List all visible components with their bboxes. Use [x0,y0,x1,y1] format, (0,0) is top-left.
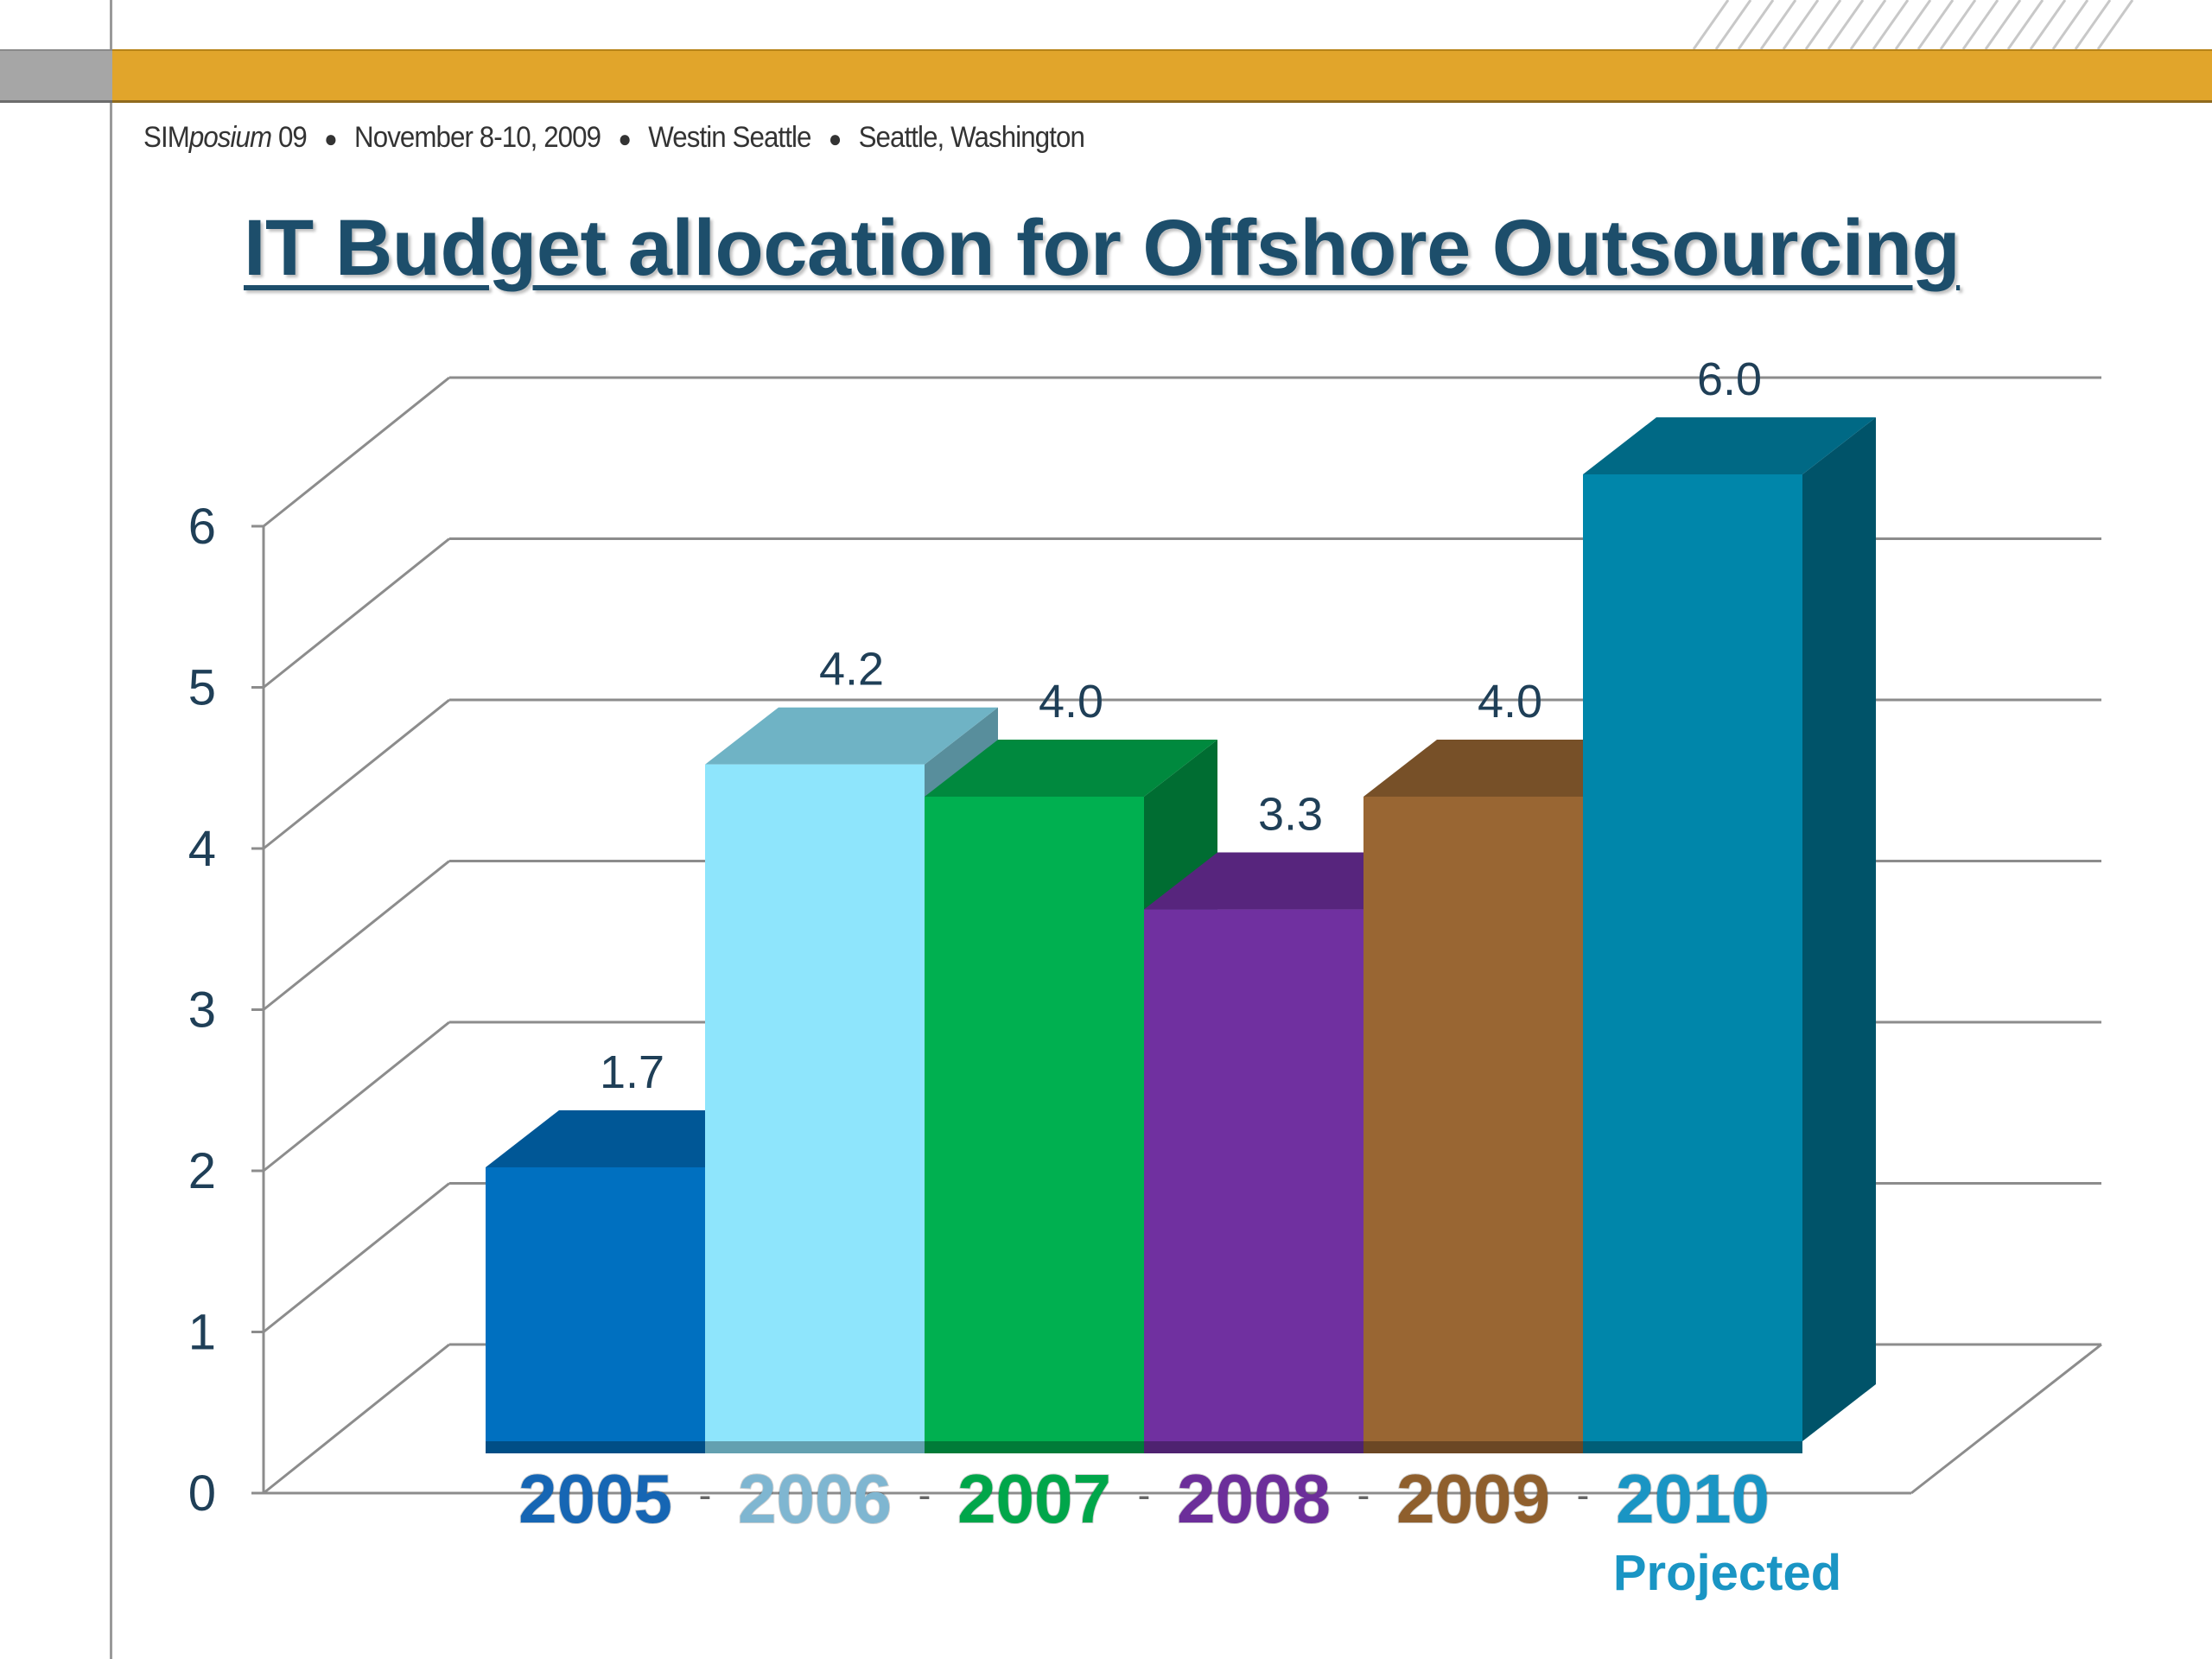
gridline-side [263,1343,450,1495]
data-label-2010: 6.0 [1697,353,1762,405]
y-tick-label: 6 [188,499,216,555]
category-separator: - [1357,1474,1370,1516]
data-label-2007: 4.0 [1039,676,1103,728]
category-label-2008: 2008 [1177,1460,1331,1537]
category-label-2009: 2009 [1396,1460,1550,1537]
data-label-2006: 4.2 [819,644,884,696]
bar-foot [925,1441,1144,1453]
gridline-side [263,376,450,528]
bar-front [925,797,1144,1441]
gridline-side [263,860,450,1011]
bar-foot [486,1441,705,1453]
bar-front [1363,797,1583,1441]
y-tick-label: 2 [188,1143,216,1199]
data-label-2005: 1.7 [600,1046,664,1098]
left-rule [110,0,112,1659]
data-label-2009: 4.0 [1478,676,1542,728]
bar-foot [1583,1441,1802,1453]
y-tick-label: 4 [188,821,216,877]
bar-front [705,764,925,1441]
bar-top [925,740,1217,797]
chart-bars [486,417,1876,1453]
y-tick-label: 5 [188,660,216,716]
event-brand: SIMposium 09 [143,121,308,154]
chart-title: IT Budget allocation for Offshore Outsou… [244,204,1961,292]
event-dates: November 8-10, 2009 [354,121,601,154]
y-tick-label: 1 [188,1305,216,1361]
bar-front [486,1166,705,1441]
event-city: Seattle, Washington [858,121,1085,154]
gridline-side [263,1182,450,1333]
category-separator: - [1577,1474,1590,1516]
chart-y-axis: 0 1 2 3 4 5 6 [188,499,265,1522]
y-tick-label: 0 [188,1465,216,1522]
bar-foot [1144,1441,1363,1453]
bar-foot [1363,1441,1583,1453]
gridline-side [263,537,450,689]
event-venue: Westin Seattle [648,121,811,154]
bar-side [1802,417,1876,1441]
header-tab [0,49,112,103]
category-label-2006: 2006 [738,1460,892,1537]
category-separator: - [918,1474,931,1516]
header-band [0,49,2212,103]
chart-labels: 1.74.24.03.34.06.02005-2006-2007-2008-20… [518,353,1841,1601]
header-hatch [1692,0,2134,49]
bar-front [1144,909,1363,1441]
gridline-side [263,698,450,850]
gridline-side [263,1020,450,1173]
bar-top [1583,417,1876,474]
bar-foot [705,1441,925,1453]
data-label-2008: 3.3 [1258,789,1323,841]
category-label-2007: 2007 [957,1460,1111,1537]
category-label-2010: 2010 [1616,1460,1770,1537]
floor-edge-right [1910,1343,2102,1495]
bar-2010 [1583,417,1876,1453]
event-line: SIMposium 09 ● November 8-10, 2009 ● Westin … [143,121,1085,154]
bar-top [705,707,998,765]
category-separator: - [1138,1474,1151,1516]
category-note-2010: Projected [1613,1545,1841,1601]
category-label-2005: 2005 [518,1460,672,1537]
bar-front [1583,474,1802,1441]
category-separator: - [699,1474,712,1516]
y-tick-label: 3 [188,982,216,1039]
